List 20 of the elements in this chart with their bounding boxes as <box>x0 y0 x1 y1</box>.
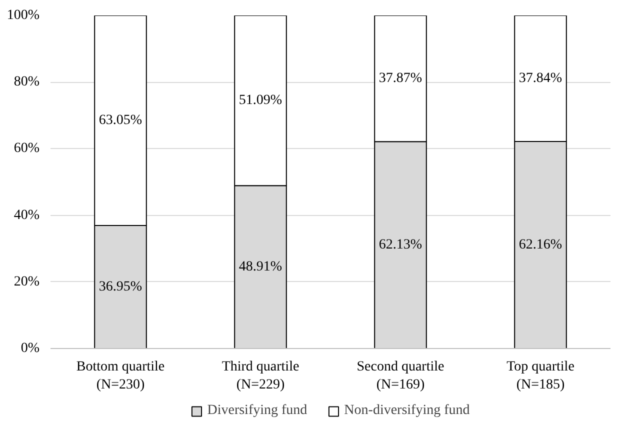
data-label: 36.95% <box>98 279 142 294</box>
x-tick-label: Top quartile (N=185) <box>506 360 574 392</box>
data-label: 63.05% <box>98 112 142 128</box>
data-label: 62.16% <box>518 238 562 253</box>
y-tick-label: 100% <box>6 8 40 23</box>
y-tick-label: 80% <box>14 74 40 90</box>
legend-label: Non-diversifying fund <box>344 403 470 419</box>
y-tick-label: 40% <box>14 208 40 223</box>
y-tick-label: 20% <box>14 274 40 290</box>
data-label: 62.13% <box>378 238 422 253</box>
y-tick-label: 60% <box>14 141 40 156</box>
x-tick-label: Second quartile (N=169) <box>356 360 444 392</box>
data-label: 37.87% <box>378 71 422 86</box>
x-tick-label: Bottom quartile (N=230) <box>76 360 165 392</box>
data-label: 51.09% <box>238 93 282 108</box>
legend-label: Diversifying fund <box>207 403 308 419</box>
data-label: 48.91% <box>238 260 282 275</box>
x-tick-label: Third quartile (N=229) <box>222 360 300 392</box>
y-tick-label: 0% <box>20 341 40 356</box>
data-label: 37.84% <box>518 71 562 86</box>
